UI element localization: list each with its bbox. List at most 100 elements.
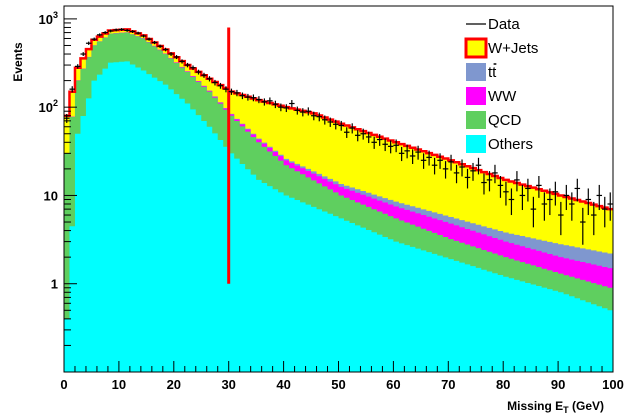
data-point xyxy=(206,76,213,82)
data-point xyxy=(135,31,141,35)
y-tick-base: 10 xyxy=(39,100,53,115)
data-point xyxy=(113,28,119,32)
data-point xyxy=(580,207,586,245)
x-tick-label: 40 xyxy=(276,377,290,392)
data-point xyxy=(398,146,405,162)
data-point xyxy=(228,88,235,95)
legend-swatch xyxy=(466,135,486,153)
x-axis-label: Missing ET (GeV) xyxy=(507,399,604,413)
data-point xyxy=(74,64,81,69)
x-tick-label: 70 xyxy=(441,377,455,392)
data-point xyxy=(140,34,147,38)
data-point xyxy=(365,131,372,144)
data-point xyxy=(569,192,575,221)
data-points xyxy=(64,28,613,245)
data-point xyxy=(541,192,548,221)
data-point xyxy=(239,92,246,100)
data-point xyxy=(223,86,229,93)
y-tick-label: 102 xyxy=(39,98,58,115)
data-point xyxy=(146,37,152,41)
data-point xyxy=(382,138,388,152)
data-point xyxy=(530,196,537,228)
data-point xyxy=(481,173,487,195)
legend-item-data: Data xyxy=(466,16,520,33)
stack-others xyxy=(64,61,613,373)
data-point xyxy=(519,184,526,211)
legend-label: Others xyxy=(488,136,533,153)
data-point xyxy=(354,130,361,142)
legend-swatch xyxy=(466,111,486,129)
data-point xyxy=(343,127,350,138)
data-point xyxy=(217,82,224,89)
legend-swatch xyxy=(466,63,486,81)
data-point xyxy=(536,176,542,198)
data-point xyxy=(316,112,323,122)
data-point xyxy=(525,178,531,202)
axis-ticks xyxy=(63,18,614,373)
data-point xyxy=(371,136,377,149)
data-point xyxy=(574,178,581,202)
data-point xyxy=(514,171,520,192)
data-point xyxy=(338,120,344,131)
data-point xyxy=(261,98,268,106)
data-point xyxy=(415,145,421,160)
data-point xyxy=(190,65,196,71)
legend-swatch xyxy=(466,87,486,105)
data-point xyxy=(168,52,174,56)
data-point xyxy=(311,111,317,121)
data-point xyxy=(420,153,427,169)
data-point xyxy=(591,201,597,236)
data-point xyxy=(272,100,279,109)
legend-item-ww: WW xyxy=(466,87,517,105)
data-point xyxy=(69,86,75,93)
data-point xyxy=(322,115,328,125)
data-point xyxy=(283,104,290,113)
data-point xyxy=(607,192,613,221)
data-point xyxy=(129,30,136,33)
x-tick-label: 30 xyxy=(221,377,235,392)
data-point xyxy=(102,31,108,35)
x-tick-label: 80 xyxy=(496,377,510,392)
legend-label: tt xyxy=(488,64,497,81)
data-point xyxy=(602,196,608,228)
data-point xyxy=(409,149,416,165)
data-point xyxy=(305,107,312,116)
data-point xyxy=(278,103,284,112)
x-tick-label: 20 xyxy=(167,377,181,392)
data-point xyxy=(464,168,471,189)
data-point xyxy=(333,119,339,130)
data-point xyxy=(162,47,169,52)
x-tick-label: 90 xyxy=(551,377,565,392)
data-point xyxy=(300,108,306,117)
legend-label: WW xyxy=(488,88,517,105)
data-point xyxy=(508,188,515,216)
data-point xyxy=(448,154,454,171)
y-tick-exponent: 3 xyxy=(53,10,58,20)
data-point xyxy=(503,181,509,206)
legend-label: QCD xyxy=(488,112,522,129)
data-point xyxy=(195,69,202,75)
y-tick-label: 103 xyxy=(39,10,58,27)
data-point xyxy=(85,41,92,45)
stacked-histograms xyxy=(64,28,613,373)
data-point xyxy=(107,29,114,33)
legend-label: W+Jets xyxy=(488,40,538,57)
y-tick-label: 10 xyxy=(44,188,58,203)
x-tick-label: 100 xyxy=(602,377,624,392)
x-axis-label-subscript: T xyxy=(563,405,569,413)
data-point xyxy=(492,164,498,184)
data-point xyxy=(475,157,482,175)
x-tick-label: 10 xyxy=(112,377,126,392)
y-tick-exponent: 2 xyxy=(53,98,58,108)
data-point xyxy=(442,161,449,179)
legend-item-others: Others xyxy=(466,135,533,153)
data-point xyxy=(118,28,125,31)
data-point xyxy=(212,79,218,86)
y-tick-base: 1 xyxy=(51,277,58,292)
data-point xyxy=(547,188,553,216)
data-point xyxy=(327,117,334,127)
y-tick-base: 10 xyxy=(39,12,53,27)
data-point xyxy=(404,144,410,159)
